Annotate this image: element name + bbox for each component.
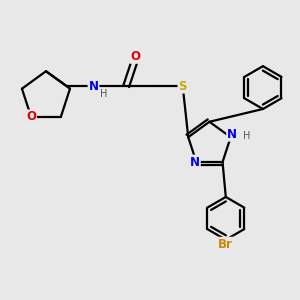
Text: O: O [130, 50, 140, 63]
Text: S: S [178, 80, 187, 93]
Text: N: N [227, 128, 237, 141]
Text: Br: Br [218, 238, 233, 251]
Text: H: H [100, 88, 108, 98]
Text: N: N [190, 156, 200, 169]
Text: O: O [26, 110, 36, 123]
Text: H: H [243, 131, 251, 141]
Text: N: N [88, 80, 98, 93]
